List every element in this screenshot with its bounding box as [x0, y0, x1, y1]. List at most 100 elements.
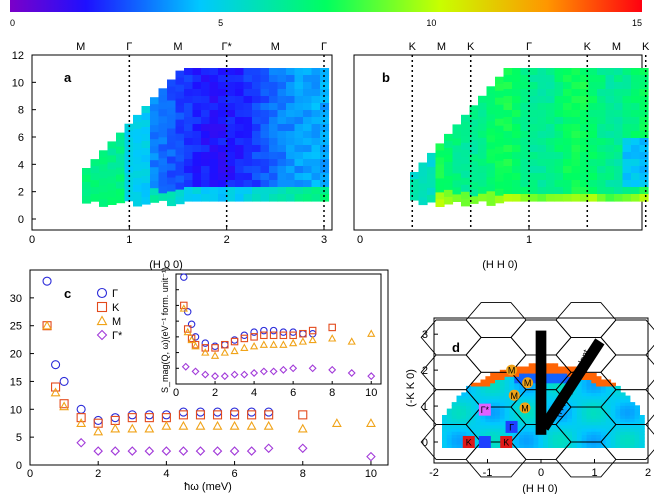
panel-d-map-cell	[625, 411, 631, 416]
heatmap-cell	[107, 176, 117, 184]
heatmap-cell	[294, 131, 304, 139]
heatmap-cell	[192, 96, 202, 104]
heatmap-cell	[571, 96, 581, 104]
heatmap-cell	[116, 146, 126, 155]
panel-d-map-cell	[509, 408, 515, 413]
heatmap-cell	[235, 152, 245, 160]
heatmap-cell	[269, 117, 279, 125]
heatmap-cell	[622, 145, 632, 153]
heatmap-cell	[563, 145, 573, 153]
heatmap-cell	[622, 194, 632, 202]
heatmap-cell	[320, 145, 330, 153]
panel-d-map-cell	[620, 421, 626, 426]
heatmap-cell	[529, 103, 539, 111]
panel-d-map-cell	[586, 434, 592, 439]
heatmap-cell	[537, 103, 547, 111]
panel-d-map-cell	[519, 398, 525, 403]
heatmap-cell	[192, 166, 202, 174]
heatmap-cell	[303, 103, 313, 111]
heatmap-cell	[184, 89, 194, 97]
panel-c-marker	[212, 446, 223, 456]
panel-d-map-cell	[480, 382, 486, 387]
heatmap-cell	[597, 159, 607, 167]
heatmap-cell	[175, 91, 185, 100]
heatmap-cell	[141, 176, 151, 184]
panel-d-map-cell	[610, 424, 616, 429]
panel-d-map-cell	[495, 373, 501, 377]
panel-d-map-cell	[466, 431, 472, 435]
heatmap-cell	[201, 180, 211, 188]
panel-d-map-cell	[495, 440, 501, 445]
panel-d-map-cell	[629, 408, 636, 413]
heatmap-cell	[243, 75, 253, 83]
panel-d-map-cell	[600, 398, 607, 403]
panel-d-map-cell	[485, 398, 491, 403]
heatmap-cell	[303, 145, 313, 153]
heatmap-cell	[260, 180, 270, 188]
heatmap-cell	[529, 152, 539, 160]
heatmap-cell	[520, 145, 530, 153]
panel-d-map-cell	[639, 434, 645, 439]
heatmap-cell	[99, 164, 109, 172]
panel-d-map-cell	[625, 405, 631, 410]
heatmap-cell	[192, 194, 202, 202]
panel-d-map-cell	[620, 428, 626, 432]
heatmap-cell	[622, 131, 632, 139]
panel-d-map-cell	[610, 389, 616, 393]
heatmap-cell	[235, 166, 245, 174]
heatmap-cell	[639, 145, 649, 153]
heatmap-cell	[495, 160, 505, 169]
heatmap-cell	[512, 152, 522, 160]
heatmap-cell	[260, 75, 270, 83]
heatmap-cell	[201, 96, 211, 104]
panel-d-map-cell	[610, 437, 616, 442]
panel-c-marker	[297, 423, 308, 433]
heatmap-cell	[605, 159, 615, 167]
heatmap-cell	[167, 163, 177, 172]
panel-d-map-cell	[504, 385, 510, 390]
heatmap-cell	[614, 124, 624, 132]
heatmap-cell	[461, 170, 471, 179]
heatmap-cell	[486, 149, 496, 157]
heatmap-cell	[605, 152, 615, 160]
heatmap-cell	[260, 89, 270, 97]
panel-d-map-cell	[615, 424, 621, 429]
heatmap-cell	[167, 156, 177, 165]
heatmap-cell	[201, 68, 211, 76]
heatmap-cell	[150, 153, 160, 161]
heatmap-cell	[461, 198, 471, 207]
heatmap-cell	[133, 177, 143, 186]
heatmap-cell	[252, 166, 262, 174]
heatmap-cell	[116, 160, 126, 169]
panel-d-map-cell	[567, 366, 573, 371]
heatmap-cell	[192, 68, 202, 76]
panel-d-map-cell	[600, 405, 607, 410]
panel-d-map-cell	[562, 418, 568, 423]
panel-d-point-marker	[500, 436, 513, 448]
heatmap-cell	[444, 182, 454, 191]
heatmap-cell	[303, 180, 313, 188]
heatmap-cell	[294, 159, 304, 167]
panel-d-map-cell	[523, 440, 530, 445]
panel-c-ytick-label: 15	[10, 376, 22, 388]
heatmap-cell	[512, 138, 522, 146]
panel-d-map-cell	[533, 444, 539, 448]
panel-d-map-cell	[523, 411, 530, 416]
panel-d-map-cell	[562, 366, 568, 371]
heatmap-cell	[486, 184, 496, 192]
panel-d-map-cell	[528, 428, 535, 432]
panel-d-map-cell	[639, 415, 645, 419]
panel-d-map-cell	[509, 385, 515, 390]
panel-d-map-cell	[586, 376, 592, 380]
panel-d-map-cell	[499, 379, 506, 384]
heatmap-cell	[184, 124, 194, 132]
heatmap-cell	[631, 145, 641, 153]
heatmap-cell	[469, 140, 479, 148]
panel-d-map-cell	[499, 421, 506, 426]
heatmap-cell	[461, 142, 471, 151]
panel-d-map-cell	[480, 424, 486, 429]
panel-d-map-cell	[451, 440, 458, 445]
panel-d-map-cell	[495, 437, 501, 442]
heatmap-cell	[435, 192, 445, 200]
panel-d-map-cell	[586, 382, 592, 387]
